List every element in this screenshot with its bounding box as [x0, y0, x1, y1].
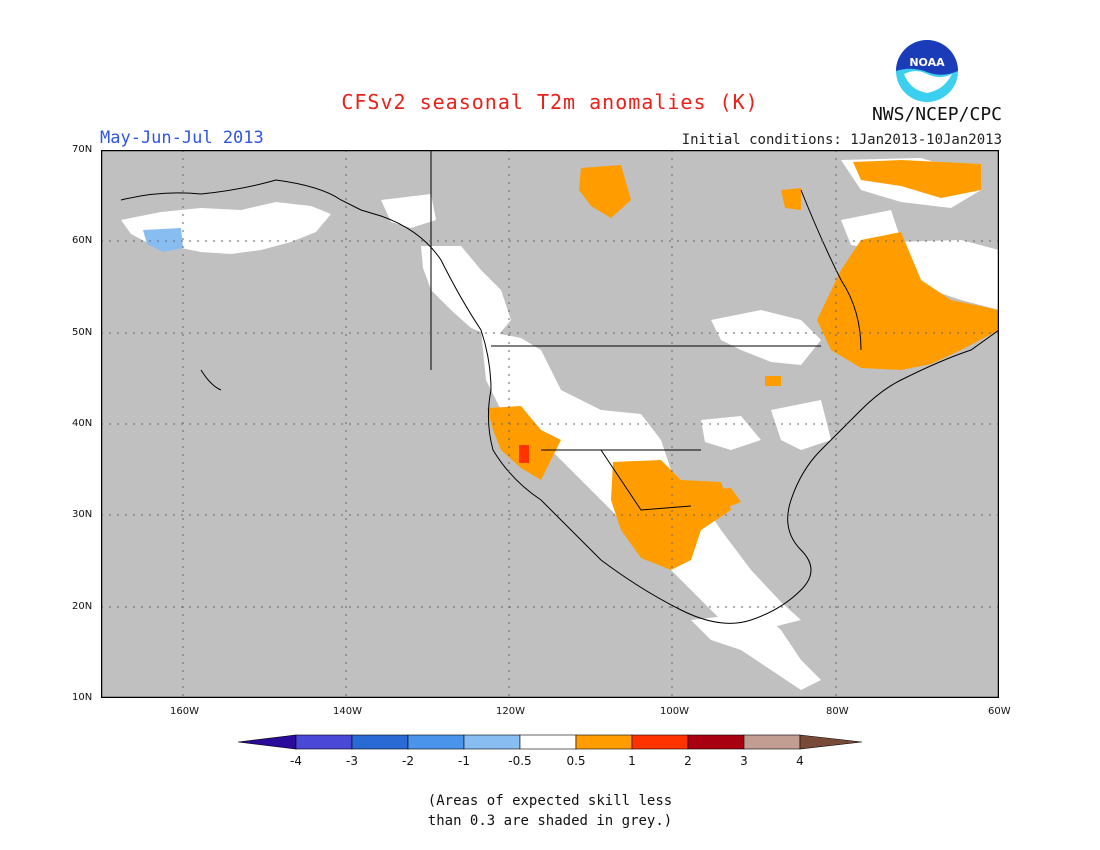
colorbar-swatch [351, 734, 409, 750]
region-yukon-white [381, 194, 436, 228]
colorbar-swatch [687, 734, 745, 750]
region-greatlakes-orange [765, 376, 781, 386]
colorbar-swatch [295, 734, 353, 750]
region-southwest-us-orange [487, 406, 561, 480]
anomaly-map [101, 150, 999, 698]
lat-tick-label: 10N [72, 692, 93, 703]
map-title: CFSv2 seasonal T2m anomalies (K) [341, 90, 759, 114]
region-greenland-orange [853, 160, 981, 198]
colorbar-min-arrow [238, 734, 297, 750]
lon-tick-label: 80W [826, 706, 849, 717]
lon-tick-label: 60W [988, 706, 1011, 717]
region-ontario-white [711, 310, 821, 365]
colorbar-swatch [743, 734, 801, 750]
region-bc-white [421, 246, 511, 338]
colorbar-swatch [407, 734, 465, 750]
region-texas-east-orange [701, 488, 741, 510]
colorbar-label: 4 [796, 754, 804, 768]
noaa-logo: NOAA [895, 39, 959, 103]
season-label: May-Jun-Jul 2013 [100, 128, 264, 148]
colorbar-label: -0.5 [508, 754, 532, 768]
lat-tick-label: 70N [72, 144, 93, 155]
colorbar-max-arrow [799, 734, 862, 750]
colorbar-label: 0.5 [566, 754, 586, 768]
region-west-alaska-blue [143, 228, 183, 252]
colorbar-label: 1 [628, 754, 636, 768]
region-quebec-east-orange [901, 290, 961, 340]
colorbar-label: -3 [346, 754, 358, 768]
lat-tick-label: 20N [72, 601, 93, 612]
map-frame [101, 150, 999, 698]
colorbar-label: 2 [684, 754, 692, 768]
footnote-line-1: (Areas of expected skill less [427, 793, 673, 809]
colorbar-swatch [519, 734, 577, 750]
region-labrador-white [891, 240, 999, 310]
logo-text: NOAA [909, 56, 945, 69]
lon-tick-label: 140W [333, 706, 362, 717]
initial-conditions-label: Initial conditions: 1Jan2013-10Jan2013 [681, 132, 1002, 148]
region-central-us-white [701, 416, 761, 450]
region-victoria-island-orange [579, 165, 631, 218]
lon-tick-label: 100W [660, 706, 689, 717]
anomaly-lightblue-areas [143, 228, 183, 252]
colorbar-label: 3 [740, 754, 748, 768]
region-east-us-white [771, 400, 831, 450]
footnote-line-2: than 0.3 are shaded in grey.) [427, 813, 673, 829]
colorbar [238, 734, 862, 750]
colorbar-label: -4 [290, 754, 302, 768]
region-nevada-red [519, 445, 529, 463]
region-central-america-white [691, 612, 821, 690]
skill-footnote: (Areas of expected skill less than 0.3 a… [0, 791, 1100, 831]
colorbar-swatch [575, 734, 633, 750]
anomaly-red-areas [519, 445, 529, 463]
lat-tick-label: 40N [72, 418, 93, 429]
colorbar-swatch [463, 734, 521, 750]
graticule [101, 150, 999, 698]
lat-tick-label: 30N [72, 509, 93, 520]
lat-tick-label: 50N [72, 327, 93, 338]
colorbar-label: -1 [458, 754, 470, 768]
lat-tick-label: 60N [72, 235, 93, 246]
colorbar-label: -2 [402, 754, 414, 768]
lon-tick-label: 160W [170, 706, 199, 717]
agency-label: NWS/NCEP/CPC [871, 104, 1002, 125]
region-baffin-orange [781, 188, 801, 210]
lon-tick-label: 120W [496, 706, 525, 717]
colorbar-swatch [631, 734, 689, 750]
